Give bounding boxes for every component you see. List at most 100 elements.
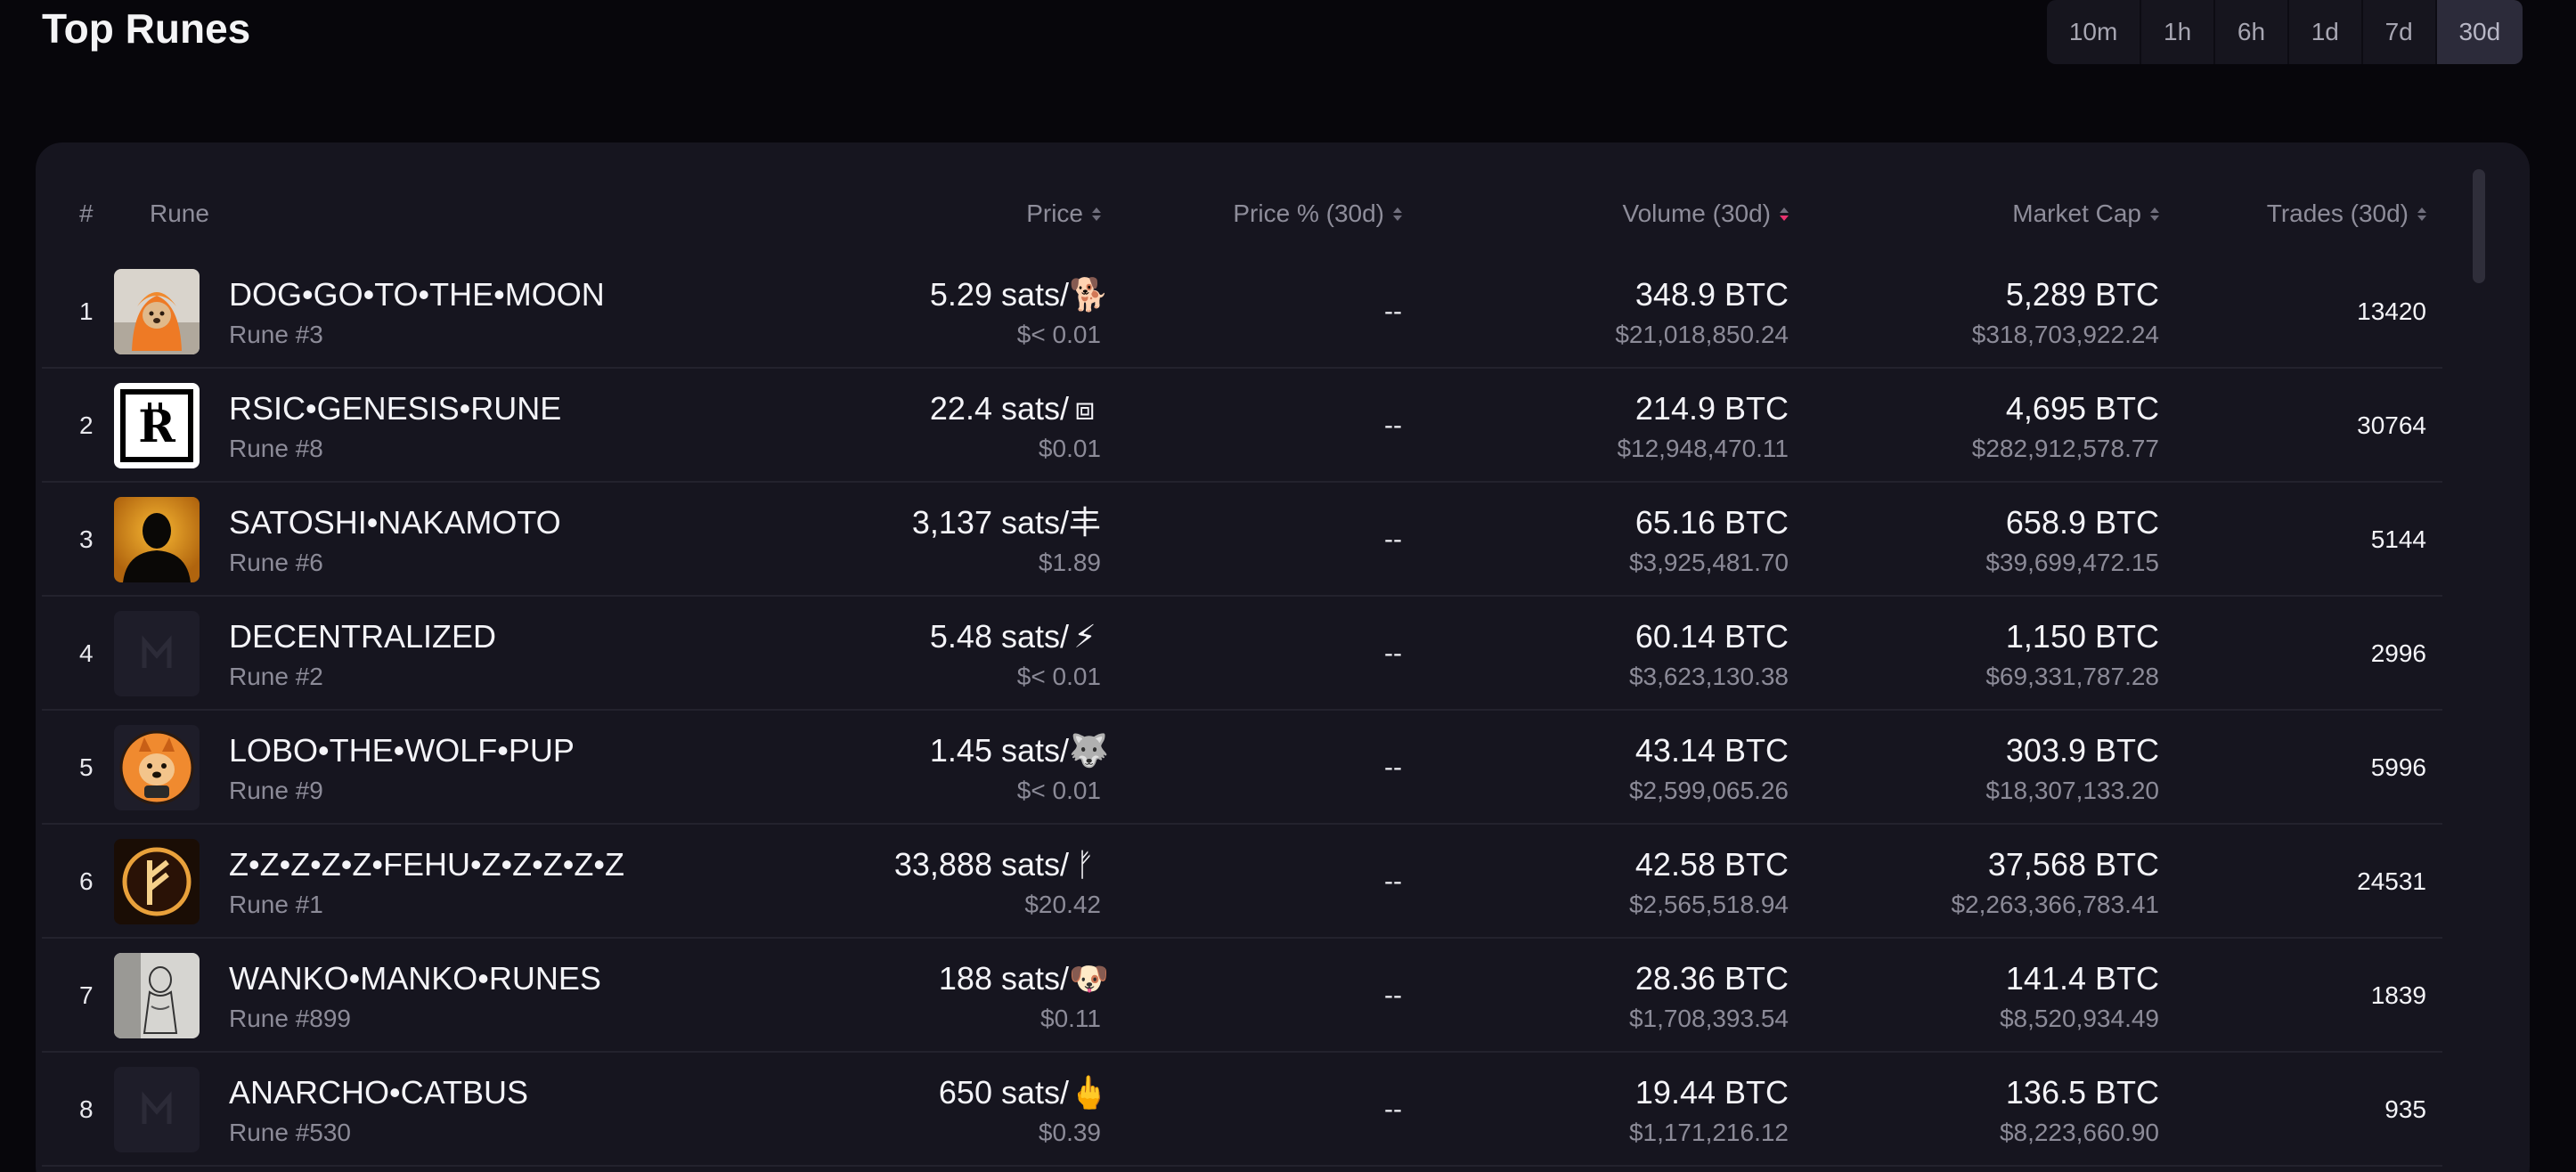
- dog-hoodie-image: [114, 269, 200, 354]
- volume-usd: $2,599,065.26: [1628, 777, 1789, 804]
- timeframe-6h-button[interactable]: 6h: [2213, 0, 2287, 64]
- timeframe-10m-button[interactable]: 10m: [2068, 18, 2118, 45]
- rune-name[interactable]: ANARCHO•CATBUS: [229, 1074, 528, 1111]
- volume-btc: 19.44 BTC: [1634, 1074, 1789, 1111]
- table-row[interactable]: 1 DOG•GO•TO•THE•MOON Rune #3 5.29 sats/🐕…: [0, 255, 2494, 369]
- sketch-image: [114, 953, 200, 1038]
- price-sats: 5.29 sats/🐕: [930, 274, 1109, 315]
- header-trades-sort[interactable]: Trades (30d): [2267, 178, 2426, 249]
- table-row[interactable]: 5 LOBO•THE•WOLF•PUP Rune #9 1.45 sats/🐺 …: [0, 711, 2494, 825]
- dog-symbol-icon: 🐕: [1069, 276, 1109, 313]
- volume-btc: 60.14 BTC: [1634, 618, 1789, 655]
- header-price-change-sort[interactable]: Price % (30d): [1233, 178, 1402, 249]
- price-usd: $< 0.01: [1016, 663, 1101, 690]
- trades-count: 5144: [2370, 525, 2426, 553]
- rune-number: Rune #899: [229, 1005, 352, 1032]
- price-usd: $1.89: [1038, 549, 1101, 576]
- table-row[interactable]: 8 ANARCHO•CATBUS Rune #530 650 sats/🖕 $0…: [0, 1053, 2494, 1167]
- price-change: --: [1384, 1095, 1402, 1124]
- trades-count: 1839: [2370, 981, 2426, 1009]
- placeholder-logo: [114, 1067, 200, 1152]
- header-market-cap-sort[interactable]: Market Cap: [2012, 178, 2159, 249]
- volume-usd: $2,565,518.94: [1628, 891, 1789, 918]
- price-sats: 5.48 sats/⚡: [930, 616, 1101, 657]
- price-sats: 33,888 sats/ᚠ: [894, 844, 1101, 885]
- price-change: --: [1384, 297, 1402, 326]
- table-row[interactable]: 6 Z•Z•Z•Z•Z•FEHU•Z•Z•Z•Z•Z Rune #1 33,88…: [0, 825, 2494, 939]
- satoshi-symbol-icon: 丰: [1069, 504, 1102, 541]
- rune-number: Rune #1: [229, 891, 323, 918]
- volume-btc: 214.9 BTC: [1634, 390, 1789, 427]
- price-sats: 650 sats/🖕: [939, 1072, 1109, 1113]
- table-header: # Rune Price Price % (30d) Volume (30d) …: [0, 178, 2494, 249]
- sort-active-icon: [1780, 207, 1789, 221]
- market-cap-usd: $2,263,366,783.41: [1951, 891, 2159, 918]
- rsic-logo: R: [114, 383, 200, 468]
- table-row[interactable]: 3 SATOSHI•NAKAMOTO Rune #6 3,137 sats/丰 …: [0, 483, 2494, 597]
- row-rank: 6: [79, 867, 94, 895]
- timeframe-1d-button[interactable]: 1d: [2287, 0, 2361, 64]
- table-row[interactable]: 7 WANKO•MANKO•RUNES Rune #899 188 sats/🐶…: [0, 939, 2494, 1053]
- row-rank: 8: [79, 1095, 94, 1123]
- page-title: Top Runes: [42, 5, 251, 52]
- price-change: --: [1384, 411, 1402, 440]
- market-cap-usd: $318,703,922.24: [1971, 321, 2159, 348]
- price-change: --: [1384, 753, 1402, 782]
- rune-name[interactable]: LOBO•THE•WOLF•PUP: [229, 732, 575, 769]
- market-cap-btc: 658.9 BTC: [2005, 504, 2159, 541]
- timeframe-7d-button[interactable]: 7d: [2360, 0, 2435, 64]
- runes-table-panel: [36, 142, 2530, 1172]
- rune-number: Rune #6: [229, 549, 323, 576]
- market-cap-usd: $282,912,578.77: [1971, 435, 2159, 462]
- row-rank: 4: [79, 639, 94, 667]
- rune-name[interactable]: RSIC•GENESIS•RUNE: [229, 390, 562, 427]
- sort-icon: [2150, 207, 2159, 221]
- volume-usd: $12,948,470.11: [1617, 435, 1789, 462]
- volume-btc: 348.9 BTC: [1634, 276, 1789, 313]
- market-cap-btc: 141.4 BTC: [2005, 960, 2159, 997]
- table-scrollbar[interactable]: [2473, 169, 2485, 283]
- rune-name[interactable]: WANKO•MANKO•RUNES: [229, 960, 601, 997]
- volume-btc: 43.14 BTC: [1634, 732, 1789, 769]
- fehu-symbol-icon: ᚠ: [1075, 846, 1095, 883]
- rune-number: Rune #8: [229, 435, 323, 462]
- trades-count: 30764: [2357, 411, 2426, 439]
- rune-number: Rune #3: [229, 321, 323, 348]
- market-cap-usd: $8,223,660.90: [1999, 1119, 2159, 1146]
- price-change: --: [1384, 981, 1402, 1010]
- market-cap-btc: 4,695 BTC: [2005, 390, 2159, 427]
- rune-name[interactable]: Z•Z•Z•Z•Z•FEHU•Z•Z•Z•Z•Z: [229, 846, 624, 883]
- price-usd: $< 0.01: [1016, 777, 1101, 804]
- market-cap-btc: 303.9 BTC: [2005, 732, 2159, 769]
- rune-name[interactable]: DOG•GO•TO•THE•MOON: [229, 276, 605, 313]
- market-cap-btc: 136.5 BTC: [2005, 1074, 2159, 1111]
- timeframe-30d-button[interactable]: 30d: [2434, 0, 2523, 64]
- placeholder-logo: [114, 611, 200, 696]
- table-row[interactable]: 4 DECENTRALIZED Rune #2 5.48 sats/⚡ $< 0…: [0, 597, 2494, 711]
- table-row[interactable]: 2 R RSIC•GENESIS•RUNE Rune #8 22.4 sats/…: [0, 369, 2494, 483]
- lightning-symbol-icon: ⚡: [1073, 618, 1096, 655]
- market-cap-usd: $18,307,133.20: [1985, 777, 2159, 804]
- silhouette-image: [114, 497, 200, 582]
- header-volume-sort[interactable]: Volume (30d): [1622, 178, 1789, 249]
- price-usd: $< 0.01: [1016, 321, 1101, 348]
- price-usd: $0.01: [1038, 435, 1101, 462]
- trades-count: 5996: [2370, 753, 2426, 781]
- sort-icon: [2417, 207, 2426, 221]
- rune-name[interactable]: SATOSHI•NAKAMOTO: [229, 504, 561, 541]
- timeframe-1h-button[interactable]: 1h: [2140, 0, 2213, 64]
- volume-usd: $1,171,216.12: [1628, 1119, 1789, 1146]
- header-price-sort[interactable]: Price: [1026, 178, 1101, 249]
- rune-name[interactable]: DECENTRALIZED: [229, 618, 497, 655]
- market-cap-btc: 1,150 BTC: [2005, 618, 2159, 655]
- sort-icon: [1092, 207, 1101, 221]
- wolf-symbol-icon: 🐺: [1069, 732, 1109, 769]
- price-change: --: [1384, 867, 1402, 896]
- volume-btc: 65.16 BTC: [1634, 504, 1789, 541]
- market-cap-btc: 5,289 BTC: [2005, 276, 2159, 313]
- rune-number: Rune #530: [229, 1119, 352, 1146]
- svg-text:R: R: [138, 400, 175, 452]
- volume-usd: $3,623,130.38: [1628, 663, 1789, 690]
- price-usd: $0.39: [1038, 1119, 1101, 1146]
- volume-usd: $21,018,850.24: [1615, 321, 1789, 348]
